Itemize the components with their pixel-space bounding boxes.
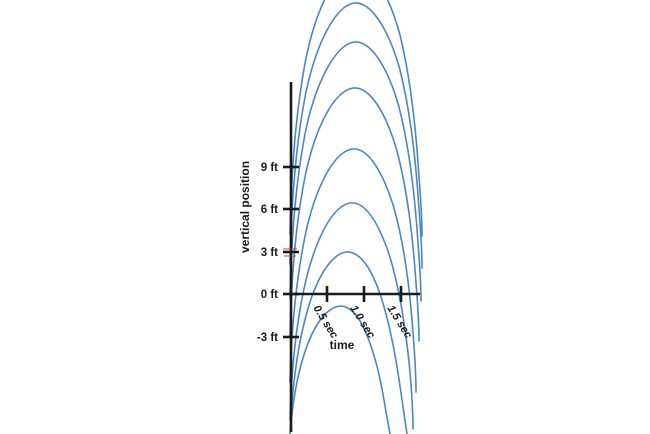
trajectory-curve-6 <box>289 41 422 302</box>
y-tick-label-3ft: 3 ft <box>261 247 278 259</box>
trajectory-curve-3 <box>289 202 414 430</box>
y-tick-label-0ft: 0 ft <box>261 289 278 301</box>
x-tick-label-0-5sec: 0.5 sec <box>310 303 340 340</box>
y-axis-tick-labels: 9 ft 6 ft 3 ft 0 ft -3 ft <box>257 162 278 344</box>
trajectory-curve-1 <box>289 305 391 434</box>
y-tick-label-neg3ft: -3 ft <box>257 332 278 344</box>
trajectory-curve-4 <box>289 148 417 393</box>
y-tick-label-6ft: 6 ft <box>261 204 278 216</box>
trajectory-curve-2 <box>289 251 408 434</box>
x-axis-title: time <box>330 338 355 352</box>
x-tick-label-1-0sec: 1.0 sec <box>347 303 377 340</box>
trajectory-curve-5 <box>289 87 420 342</box>
trajectory-curve-8 <box>289 0 423 237</box>
x-axis-tick-labels: 0.5 sec 1.0 sec 1.5 sec <box>310 303 414 340</box>
x-tick-label-1-5sec: 1.5 sec <box>384 303 414 340</box>
axes-group <box>289 82 420 432</box>
y-axis-title: vertical position <box>238 161 252 253</box>
trajectory-series-group <box>289 0 423 434</box>
y-axis-ticks <box>283 165 299 339</box>
trajectory-curve-7 <box>289 2 423 269</box>
y-tick-label-9ft: 9 ft <box>261 162 278 174</box>
x-axis-ticks <box>325 286 403 302</box>
